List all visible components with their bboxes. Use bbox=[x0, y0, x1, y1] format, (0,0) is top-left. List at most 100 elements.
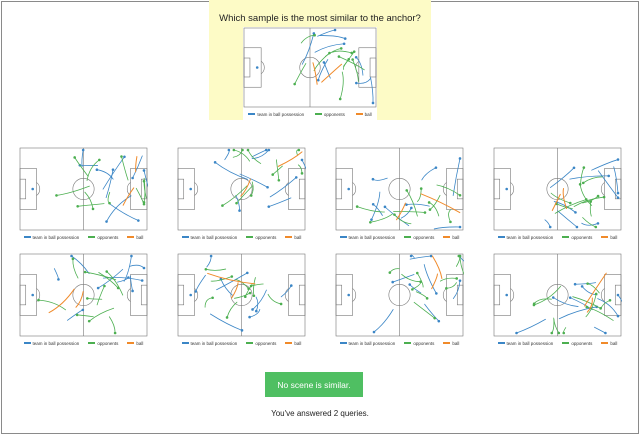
pitch-diagram bbox=[19, 147, 148, 231]
scene-legend: team in ball possession opponents ball bbox=[19, 233, 148, 241]
legend-label: opponents bbox=[571, 234, 593, 240]
legend-ball: ball bbox=[285, 341, 301, 346]
legend-ball: ball bbox=[355, 111, 372, 117]
sample-scene-5[interactable]: team in ball possession opponents ball bbox=[19, 253, 148, 349]
sample-scene-3[interactable]: team in ball possession opponents ball bbox=[335, 147, 464, 243]
legend-swatch bbox=[497, 236, 505, 238]
legend-label: ball bbox=[136, 340, 144, 346]
legend-opponents: opponents bbox=[88, 235, 118, 240]
anchor-panel: Which sample is the most similar to the … bbox=[209, 0, 431, 120]
legend-opponents: opponents bbox=[562, 341, 592, 346]
legend-swatch bbox=[246, 342, 254, 344]
legend-swatch bbox=[562, 236, 570, 238]
legend-opponents: opponents bbox=[404, 341, 434, 346]
legend-label: ball bbox=[610, 340, 618, 346]
legend-swatch bbox=[443, 236, 451, 238]
pitch-diagram bbox=[335, 147, 464, 231]
legend-label: ball bbox=[452, 340, 460, 346]
legend-label: opponents bbox=[413, 340, 435, 346]
legend-team: team in ball possession bbox=[181, 340, 238, 346]
legend-ball: ball bbox=[601, 341, 617, 346]
pitch-diagram bbox=[493, 253, 622, 337]
legend-swatch bbox=[601, 236, 609, 238]
legend-team: team in ball possession bbox=[23, 340, 80, 346]
legend-label: ball bbox=[294, 340, 302, 346]
scene-legend: team in ball possession opponents ball bbox=[335, 233, 464, 241]
legend-ball: ball bbox=[601, 235, 617, 240]
legend-label: opponents bbox=[323, 111, 345, 117]
pitch-diagram bbox=[243, 27, 377, 108]
question-text: Which sample is the most similar to the … bbox=[219, 13, 421, 24]
legend-label: opponents bbox=[255, 234, 277, 240]
legend-swatch bbox=[443, 342, 451, 344]
legend-swatch bbox=[23, 236, 31, 238]
legend-swatch bbox=[88, 236, 96, 238]
legend-swatch bbox=[355, 113, 363, 115]
legend-team: team in ball possession bbox=[497, 341, 553, 346]
scene-legend: team in ball possession opponents ball bbox=[19, 339, 148, 347]
legend-label: team in ball possession bbox=[190, 340, 238, 346]
pitch-diagram bbox=[335, 253, 464, 337]
legend-swatch bbox=[246, 236, 254, 238]
legend-ball: ball bbox=[443, 235, 459, 240]
legend-swatch bbox=[497, 342, 505, 344]
legend-label: ball bbox=[452, 234, 460, 240]
sample-scene-2[interactable]: team in ball possession opponents ball bbox=[177, 147, 306, 243]
legend-label: team in ball possession bbox=[190, 234, 238, 240]
legend-label: team in ball possession bbox=[506, 234, 554, 240]
sample-scene-1[interactable]: team in ball possession opponents ball bbox=[19, 147, 148, 243]
legend-label: opponents bbox=[571, 340, 593, 346]
query-count-status: You've answered 2 queries. bbox=[271, 409, 369, 418]
legend-swatch bbox=[127, 236, 135, 238]
no-similar-scene-button[interactable]: No scene is similar. bbox=[265, 372, 363, 397]
legend-opponents: opponents bbox=[314, 111, 345, 117]
legend-team: team in ball possession bbox=[339, 340, 396, 346]
scene-legend: team in ball possession opponents ball bbox=[493, 233, 622, 241]
legend-label: team in ball possession bbox=[348, 234, 396, 240]
legend-opponents: opponents bbox=[246, 235, 276, 240]
sample-scene-7[interactable]: team in ball possession opponents ball bbox=[335, 253, 464, 349]
pitch-diagram bbox=[493, 147, 622, 231]
scene-legend: team in ball possession opponents ball bbox=[177, 233, 306, 241]
legend-opponents: opponents bbox=[88, 341, 118, 346]
legend-swatch bbox=[314, 113, 322, 115]
legend-team: team in ball possession bbox=[181, 234, 238, 240]
legend-swatch bbox=[339, 236, 347, 238]
legend-swatch bbox=[601, 342, 609, 344]
sample-scene-8[interactable]: team in ball possession opponents ball bbox=[493, 253, 622, 349]
legend-label: opponents bbox=[97, 234, 119, 240]
legend-label: team in ball possession bbox=[32, 340, 80, 346]
pitch-diagram bbox=[19, 253, 148, 337]
legend-label: opponents bbox=[255, 340, 277, 346]
scene-legend: team in ball possession opponents ball bbox=[177, 339, 306, 347]
legend-swatch bbox=[339, 342, 347, 344]
legend-label: opponents bbox=[97, 340, 119, 346]
legend-swatch bbox=[562, 342, 570, 344]
legend-team: team in ball possession bbox=[23, 235, 79, 240]
legend-swatch bbox=[248, 113, 256, 115]
legend-label: opponents bbox=[413, 234, 435, 240]
legend-swatch bbox=[23, 342, 31, 344]
legend-swatch bbox=[181, 236, 189, 238]
legend-swatch bbox=[88, 342, 96, 344]
legend-swatch bbox=[285, 342, 293, 344]
legend-swatch bbox=[181, 342, 189, 344]
sample-scene-4[interactable]: team in ball possession opponents ball bbox=[493, 147, 622, 243]
legend-ball: ball bbox=[127, 235, 143, 240]
legend-team: team in ball possession bbox=[339, 234, 396, 240]
legend-swatch bbox=[404, 236, 412, 238]
legend-opponents: opponents bbox=[404, 235, 434, 240]
legend-label: ball bbox=[610, 234, 618, 240]
scene-legend: team in ball possession opponents ball bbox=[335, 339, 464, 347]
legend-label: ball bbox=[364, 111, 372, 117]
sample-scene-6[interactable]: team in ball possession opponents ball bbox=[177, 253, 306, 349]
legend-label: team in ball possession bbox=[257, 111, 305, 117]
legend-label: team in ball possession bbox=[348, 340, 396, 346]
legend-ball: ball bbox=[127, 341, 143, 346]
legend-ball: ball bbox=[443, 341, 459, 346]
scene-legend: team in ball possession opponents ball bbox=[493, 339, 622, 347]
legend-label: ball bbox=[136, 234, 144, 240]
legend-swatch bbox=[285, 236, 293, 238]
pitch-diagram bbox=[177, 253, 306, 337]
legend-swatch bbox=[404, 342, 412, 344]
